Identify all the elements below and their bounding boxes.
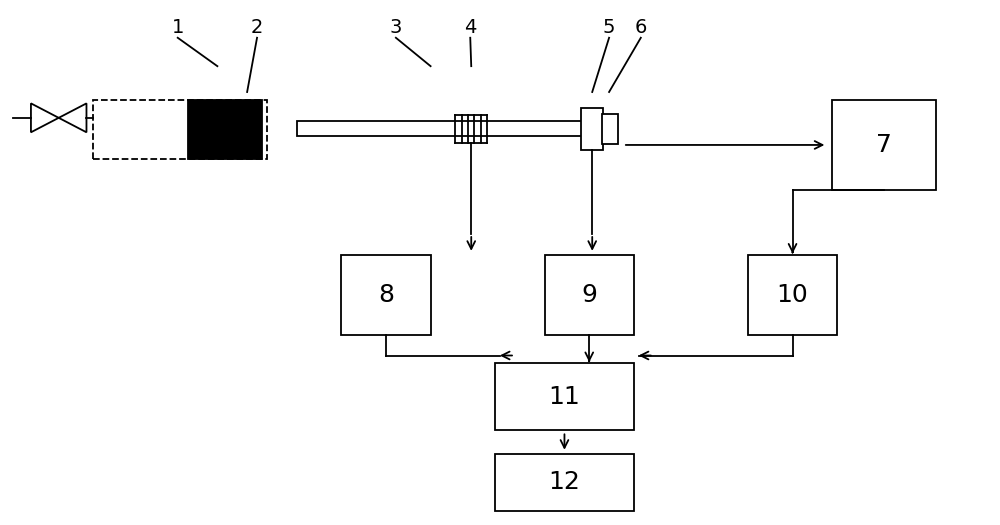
Bar xyxy=(495,454,634,510)
Text: 12: 12 xyxy=(549,470,580,494)
Bar xyxy=(495,363,634,430)
Bar xyxy=(188,100,262,159)
Text: 1: 1 xyxy=(172,18,184,37)
Text: 6: 6 xyxy=(635,18,647,37)
Bar xyxy=(581,108,603,150)
Bar xyxy=(297,121,589,136)
Text: 10: 10 xyxy=(777,283,808,307)
Bar xyxy=(341,255,431,335)
Bar xyxy=(832,100,936,190)
Text: 4: 4 xyxy=(464,18,476,37)
Text: 7: 7 xyxy=(876,133,892,157)
Text: 3: 3 xyxy=(390,18,402,37)
Text: 2: 2 xyxy=(251,18,263,37)
Text: 9: 9 xyxy=(581,283,597,307)
Text: 8: 8 xyxy=(378,283,394,307)
Text: 11: 11 xyxy=(549,385,580,409)
Bar xyxy=(545,255,634,335)
Bar xyxy=(93,100,267,159)
Text: 5: 5 xyxy=(603,18,615,37)
Bar xyxy=(602,114,618,144)
Bar xyxy=(748,255,837,335)
